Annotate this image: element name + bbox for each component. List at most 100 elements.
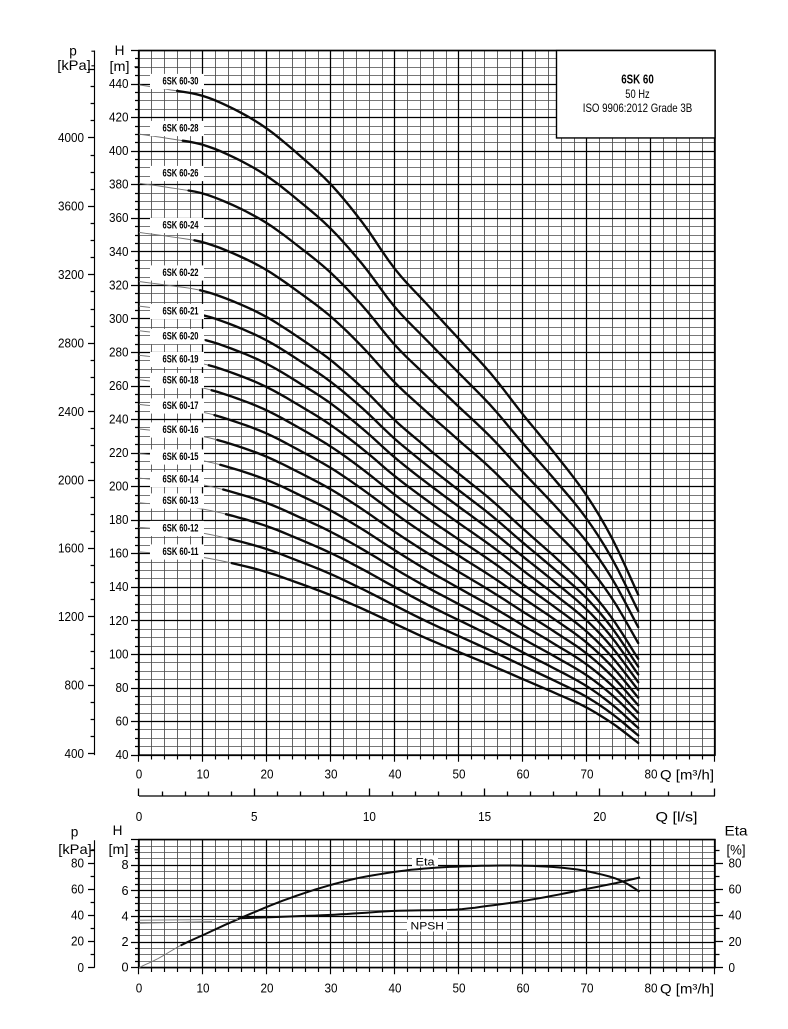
svg-text:30: 30 [325,981,338,995]
svg-text:6SK 60-26: 6SK 60-26 [163,168,199,180]
svg-text:80: 80 [645,981,658,995]
svg-text:120: 120 [109,614,129,628]
svg-text:40: 40 [389,981,402,995]
svg-text:6SK 60-21: 6SK 60-21 [163,306,199,318]
svg-text:3600: 3600 [58,200,84,214]
svg-text:40: 40 [116,748,129,762]
svg-text:6SK 60-18: 6SK 60-18 [163,375,199,387]
svg-text:2400: 2400 [58,405,84,419]
svg-text:60: 60 [517,981,530,995]
svg-text:240: 240 [109,413,129,427]
svg-text:60: 60 [517,768,530,782]
svg-text:50 Hz: 50 Hz [625,88,650,101]
svg-text:1200: 1200 [58,610,84,624]
svg-text:6SK 60-15: 6SK 60-15 [163,451,199,463]
svg-text:[kPa]: [kPa] [57,58,91,73]
svg-text:6SK 60-14: 6SK 60-14 [163,474,200,486]
svg-text:H: H [113,823,123,838]
svg-text:200: 200 [109,480,129,494]
svg-text:40: 40 [729,909,742,923]
svg-text:6SK 60-30: 6SK 60-30 [163,76,199,88]
svg-text:0: 0 [729,961,736,975]
svg-text:6SK 60-20: 6SK 60-20 [163,331,199,343]
svg-text:[%]: [%] [727,842,746,857]
svg-text:60: 60 [116,715,129,729]
svg-text:ISO 9906:2012 Grade 3B: ISO 9906:2012 Grade 3B [583,102,693,115]
svg-text:6SK 60: 6SK 60 [621,72,654,87]
svg-text:2800: 2800 [58,336,84,350]
svg-text:[kPa]: [kPa] [58,842,92,857]
svg-text:p: p [71,825,79,840]
svg-text:220: 220 [109,446,129,460]
svg-text:6: 6 [121,884,128,898]
svg-text:70: 70 [581,981,594,995]
svg-text:60: 60 [71,883,84,897]
svg-text:6SK 60-16: 6SK 60-16 [163,424,199,436]
svg-text:60: 60 [729,883,742,897]
svg-text:140: 140 [109,580,129,594]
svg-text:70: 70 [581,768,594,782]
svg-text:40: 40 [71,909,84,923]
svg-text:20: 20 [729,935,742,949]
svg-text:260: 260 [109,379,129,393]
svg-text:4000: 4000 [58,131,84,145]
svg-text:Q [l/s]: Q [l/s] [656,810,698,825]
svg-text:2000: 2000 [58,473,84,487]
svg-text:10: 10 [363,810,376,824]
svg-text:0: 0 [78,961,85,975]
svg-text:0: 0 [136,768,143,782]
svg-text:80: 80 [645,768,658,782]
svg-text:20: 20 [593,810,606,824]
svg-text:4: 4 [121,909,128,923]
svg-text:10: 10 [197,768,210,782]
svg-text:80: 80 [116,681,129,695]
svg-text:320: 320 [109,278,129,292]
svg-text:Eta: Eta [725,823,748,838]
svg-text:p: p [69,44,77,59]
svg-text:[m]: [m] [109,842,129,857]
svg-text:6SK 60-17: 6SK 60-17 [163,400,199,412]
svg-text:2: 2 [121,935,128,949]
svg-text:160: 160 [109,547,129,561]
svg-text:400: 400 [65,747,85,761]
svg-text:180: 180 [109,513,129,527]
svg-text:50: 50 [453,768,466,782]
svg-text:360: 360 [109,211,129,225]
svg-text:280: 280 [109,345,129,359]
svg-text:50: 50 [453,981,466,995]
svg-text:420: 420 [109,111,129,125]
svg-text:440: 440 [109,77,129,91]
svg-text:6SK 60-19: 6SK 60-19 [163,354,199,366]
svg-text:1600: 1600 [58,542,84,556]
svg-text:40: 40 [389,768,402,782]
svg-text:[m]: [m] [110,59,130,74]
svg-text:800: 800 [65,679,85,693]
svg-text:3200: 3200 [58,268,84,282]
svg-text:6SK 60-24: 6SK 60-24 [163,220,200,232]
svg-text:Q [m³/h]: Q [m³/h] [660,981,714,996]
svg-text:0: 0 [136,810,143,824]
svg-text:100: 100 [109,647,129,661]
svg-text:0: 0 [121,961,128,975]
svg-text:8: 8 [121,858,128,872]
svg-text:6SK 60-28: 6SK 60-28 [163,123,199,135]
svg-text:0: 0 [136,981,143,995]
svg-text:380: 380 [109,178,129,192]
svg-text:Q [m³/h]: Q [m³/h] [660,768,714,783]
svg-text:340: 340 [109,245,129,259]
svg-text:6SK 60-22: 6SK 60-22 [163,267,199,279]
svg-text:30: 30 [325,768,338,782]
svg-text:10: 10 [197,981,210,995]
svg-text:20: 20 [261,981,274,995]
svg-text:300: 300 [109,312,129,326]
svg-text:6SK 60-12: 6SK 60-12 [163,523,199,535]
svg-text:5: 5 [251,810,258,824]
svg-text:6SK 60-13: 6SK 60-13 [163,495,199,507]
svg-text:15: 15 [478,810,491,824]
svg-text:Eta: Eta [416,856,436,868]
svg-text:NPSH: NPSH [411,921,445,933]
svg-text:80: 80 [71,856,84,870]
svg-text:400: 400 [109,144,129,158]
svg-text:6SK 60-11: 6SK 60-11 [163,546,199,558]
svg-text:20: 20 [71,935,84,949]
